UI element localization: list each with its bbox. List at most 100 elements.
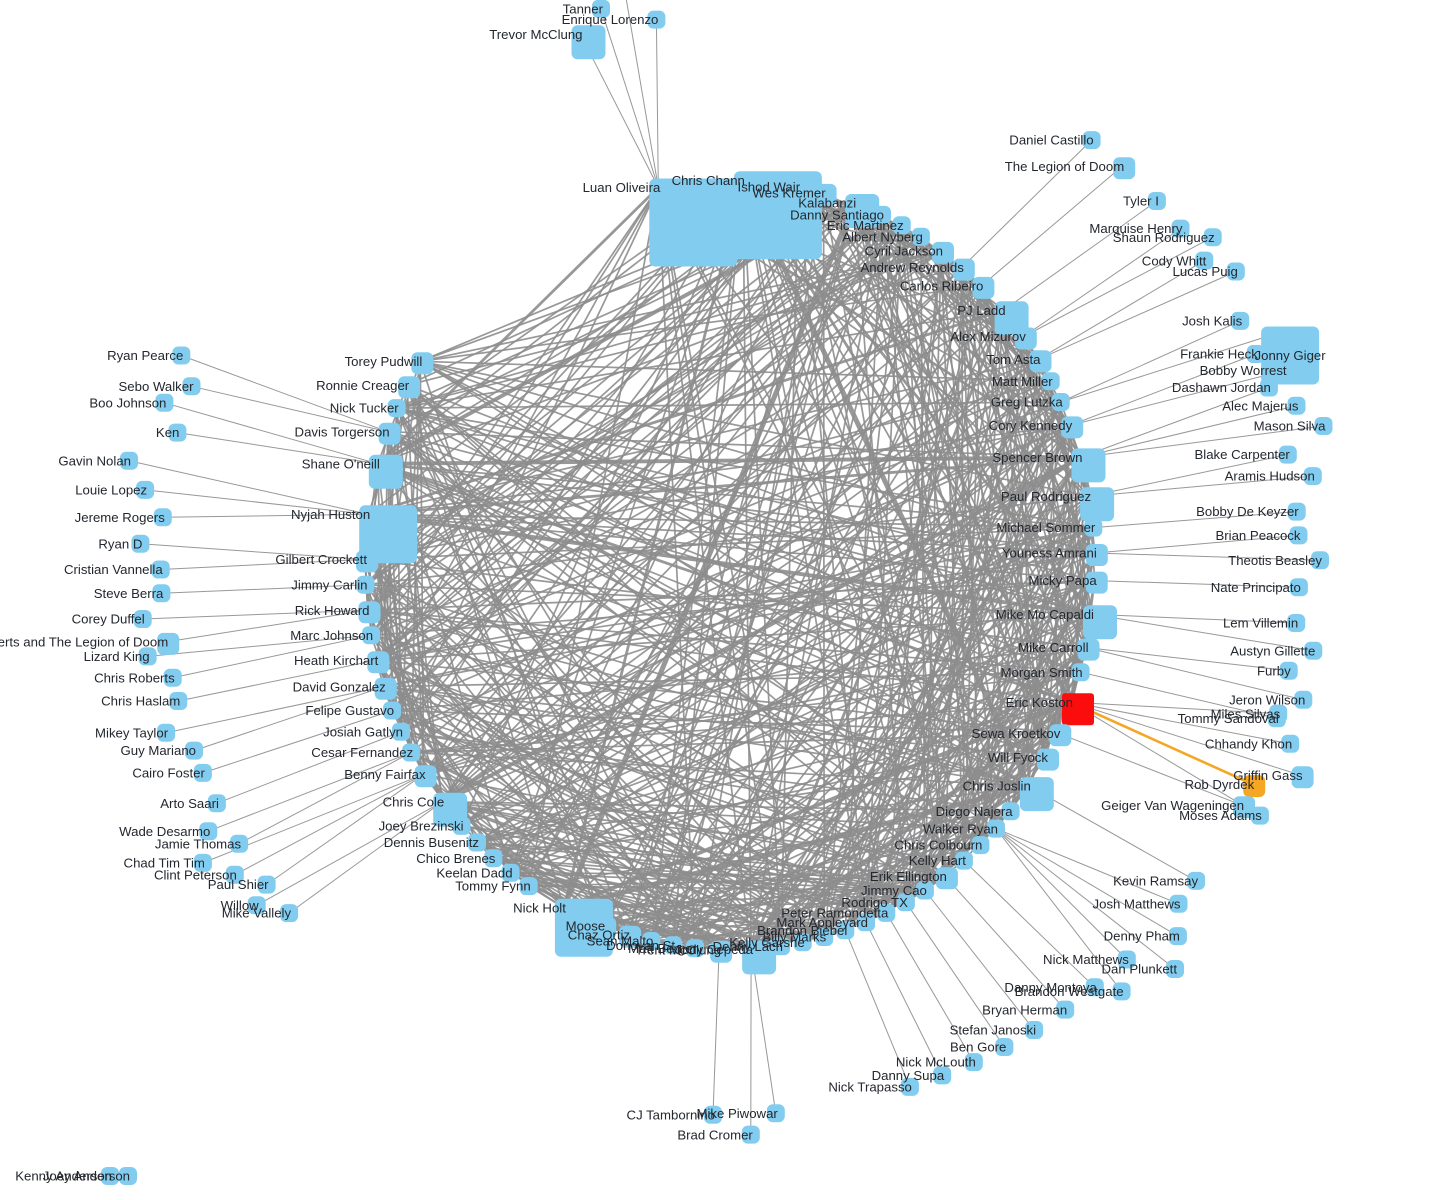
svg-text:Bobby De Keyzer: Bobby De Keyzer [1196, 504, 1299, 519]
svg-text:Steve Berra: Steve Berra [94, 586, 164, 601]
svg-text:Tom Asta: Tom Asta [986, 352, 1041, 367]
svg-text:Kevin Ramsay: Kevin Ramsay [1113, 874, 1198, 889]
svg-text:Lucas Puig: Lucas Puig [1173, 264, 1238, 279]
svg-text:Dennis Busenitz: Dennis Busenitz [384, 835, 479, 850]
svg-text:Ken: Ken [156, 425, 179, 440]
svg-text:Micky Papa: Micky Papa [1029, 573, 1098, 588]
svg-text:Blake Carpenter: Blake Carpenter [1195, 447, 1291, 462]
svg-text:Bobby Worrest: Bobby Worrest [1200, 363, 1287, 378]
svg-text:Tommy Fynn: Tommy Fynn [455, 879, 530, 894]
svg-text:Dashawn Jordan: Dashawn Jordan [1172, 380, 1271, 395]
svg-text:Miles Silvas: Miles Silvas [1211, 706, 1281, 721]
svg-text:Andrew Reynolds: Andrew Reynolds [860, 260, 964, 275]
svg-text:Nate Principato: Nate Principato [1211, 580, 1301, 595]
svg-text:Tyler I: Tyler I [1123, 194, 1159, 209]
svg-text:Alex Mizurov: Alex Mizurov [950, 329, 1026, 344]
svg-text:Ryan D: Ryan D [98, 536, 142, 551]
svg-text:Erik Ellington: Erik Ellington [870, 869, 947, 884]
svg-text:Chris Cole: Chris Cole [383, 794, 445, 809]
svg-text:Stefan Janoski: Stefan Janoski [950, 1023, 1037, 1038]
svg-text:Austyn Gillette: Austyn Gillette [1230, 643, 1315, 658]
svg-text:Cesar Fernandez: Cesar Fernandez [311, 745, 413, 760]
svg-text:Keelan Dadd: Keelan Dadd [436, 865, 512, 880]
svg-text:Diego Najera: Diego Najera [936, 804, 1014, 819]
svg-text:Wade Desarmo: Wade Desarmo [119, 824, 210, 839]
svg-text:Daniel Castillo: Daniel Castillo [1009, 133, 1093, 148]
svg-text:Ronnie Creager: Ronnie Creager [316, 378, 410, 393]
svg-text:Willow: Willow [221, 898, 260, 913]
svg-text:Mike Carroll: Mike Carroll [1018, 640, 1088, 655]
svg-text:Mason Silva: Mason Silva [1254, 419, 1326, 434]
svg-text:Guy Mariano: Guy Mariano [121, 743, 197, 758]
svg-text:Chris Haslam: Chris Haslam [101, 694, 180, 709]
svg-text:Eric Koston: Eric Koston [1006, 695, 1073, 710]
svg-text:Youness Amrani: Youness Amrani [1002, 546, 1097, 561]
svg-text:Josiah Gatlyn: Josiah Gatlyn [323, 724, 403, 739]
svg-text:Luan Oliveira: Luan Oliveira [583, 180, 661, 195]
svg-text:Boo Johnson: Boo Johnson [89, 395, 166, 410]
svg-text:Rob Dyrdek: Rob Dyrdek [1185, 777, 1255, 792]
svg-text:Theotis Beasley: Theotis Beasley [1228, 553, 1322, 568]
svg-text:Gavin Nolan: Gavin Nolan [58, 453, 131, 468]
svg-text:Chad Tim Tim: Chad Tim Tim [124, 856, 205, 871]
svg-text:Brian Peacock: Brian Peacock [1215, 528, 1300, 543]
svg-text:Greg Lutzka: Greg Lutzka [991, 395, 1064, 410]
svg-text:Davis Torgerson: Davis Torgerson [295, 424, 390, 439]
svg-text:CJ Tambornino: CJ Tambornino [627, 1107, 715, 1122]
svg-text:Matt Miller: Matt Miller [992, 374, 1053, 389]
svg-text:Albert Nyberg: Albert Nyberg [842, 230, 923, 245]
svg-text:Felipe Gustavo: Felipe Gustavo [305, 703, 394, 718]
svg-text:Rick Howard: Rick Howard [295, 603, 370, 618]
svg-text:Ben Gore: Ben Gore [950, 1040, 1006, 1055]
svg-text:Frankie Heck: Frankie Heck [1180, 347, 1258, 362]
svg-text:Josh Kalis: Josh Kalis [1182, 314, 1243, 329]
svg-text:Chhandy Khon: Chhandy Khon [1205, 736, 1292, 751]
svg-text:Kelly Hart: Kelly Hart [909, 853, 966, 868]
svg-text:Cairo Foster: Cairo Foster [132, 766, 205, 781]
svg-text:Jimmy Carlin: Jimmy Carlin [291, 577, 367, 592]
svg-text:Nick Holt: Nick Holt [513, 901, 566, 916]
svg-text:Alec Majerus: Alec Majerus [1222, 398, 1299, 413]
svg-text:Sebo Walker: Sebo Walker [118, 379, 194, 394]
svg-text:Moses Adams: Moses Adams [1179, 808, 1262, 823]
svg-text:Carlos Ribeiro: Carlos Ribeiro [900, 279, 984, 294]
svg-text:Louie Lopez: Louie Lopez [75, 483, 147, 498]
svg-text:Denny Pham: Denny Pham [1104, 929, 1180, 944]
svg-text:Danny Montoya: Danny Montoya [1004, 980, 1097, 995]
svg-text:Jereme Rogers: Jereme Rogers [75, 510, 166, 525]
svg-text:Jeron Wilson: Jeron Wilson [1229, 693, 1305, 708]
svg-text:Mike Mo Capaldi: Mike Mo Capaldi [996, 607, 1094, 622]
svg-text:Heath Kirchart: Heath Kirchart [294, 653, 379, 668]
svg-text:Chris Roberts and The Legion o: Chris Roberts and The Legion of Doom [0, 635, 168, 650]
svg-text:Torey Pudwill: Torey Pudwill [345, 354, 423, 369]
svg-text:Lizard King: Lizard King [84, 649, 150, 664]
svg-text:Walker Ryan: Walker Ryan [923, 821, 998, 836]
svg-text:Joey Anderson: Joey Anderson [43, 1169, 130, 1184]
svg-text:Michael Sommer: Michael Sommer [996, 520, 1096, 535]
svg-text:Cristian Vannella: Cristian Vannella [64, 562, 163, 577]
svg-text:The Legion of Doom: The Legion of Doom [1005, 159, 1125, 174]
svg-text:Cory Kennedy: Cory Kennedy [989, 418, 1073, 433]
svg-text:Chris Chann: Chris Chann [672, 173, 745, 188]
svg-text:Morgan Smith: Morgan Smith [1001, 665, 1083, 680]
svg-text:Chris Roberts: Chris Roberts [94, 670, 175, 685]
svg-text:Sewa Kroetkov: Sewa Kroetkov [972, 726, 1061, 741]
svg-text:Chico Brenes: Chico Brenes [416, 851, 496, 866]
svg-text:Brad Cromer: Brad Cromer [677, 1127, 753, 1142]
svg-text:Marc Johnson: Marc Johnson [290, 628, 373, 643]
svg-text:Nyjah Huston: Nyjah Huston [291, 507, 370, 522]
svg-text:Nick Tucker: Nick Tucker [330, 401, 399, 416]
svg-text:Corey Duffel: Corey Duffel [72, 612, 145, 627]
svg-text:Lem Villemin: Lem Villemin [1223, 616, 1298, 631]
svg-text:Bryan Herman: Bryan Herman [982, 1002, 1067, 1017]
svg-text:Josh Matthews: Josh Matthews [1093, 896, 1181, 911]
svg-text:Spencer Brown: Spencer Brown [992, 450, 1082, 465]
svg-text:Joey Brezinski: Joey Brezinski [379, 819, 464, 834]
svg-text:Chris Colbourn: Chris Colbourn [894, 838, 982, 853]
svg-text:Ryan Pearce: Ryan Pearce [107, 348, 183, 363]
svg-text:Aramis Hudson: Aramis Hudson [1225, 469, 1315, 484]
svg-text:Nick Matthews: Nick Matthews [1043, 952, 1129, 967]
svg-text:Benny Fairfax: Benny Fairfax [344, 767, 426, 782]
svg-text:Enrique Lorenzo: Enrique Lorenzo [562, 12, 659, 27]
svg-text:Will Fyock: Will Fyock [988, 750, 1048, 765]
